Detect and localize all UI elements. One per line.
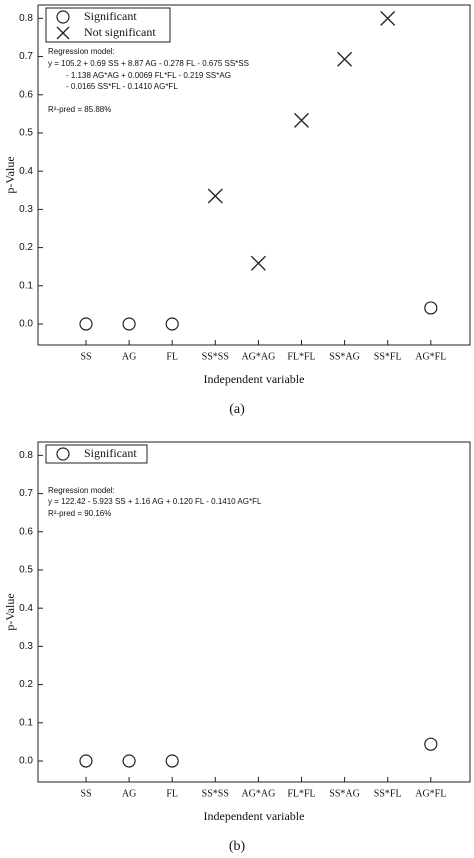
- data-point: [337, 51, 353, 67]
- data-point: [424, 301, 438, 315]
- y-tick-label: 0.2: [19, 679, 33, 690]
- y-tick-label: 0.5: [19, 128, 33, 139]
- y-tick-label: 0.4: [19, 603, 33, 614]
- data-point: [380, 10, 396, 26]
- data-point: [424, 737, 438, 751]
- x-tick-label: AG*FL: [415, 351, 446, 362]
- x-tick-label: AG*AG: [241, 351, 275, 362]
- legend-label: Not significant: [84, 25, 156, 39]
- plot-frame: [37, 4, 471, 346]
- annotation: R²-pred = 90.16%: [48, 509, 111, 518]
- y-tick-label: 0.7: [19, 51, 33, 62]
- legend-box: [45, 444, 148, 464]
- annotation: y = 105.2 + 0.69 SS + 8.87 AG - 0.278 FL…: [48, 59, 249, 68]
- legend-label: Significant: [84, 9, 137, 23]
- x-tick-label: FL: [166, 788, 178, 799]
- annotation: Regression model:: [48, 486, 115, 495]
- x-tick-label: SS: [80, 351, 91, 362]
- x-tick-label: AG: [122, 351, 136, 362]
- legend-marker: [56, 10, 70, 24]
- y-tick-label: 0.0: [19, 319, 33, 330]
- legend-marker: [56, 447, 70, 461]
- y-tick-label: 0.8: [19, 450, 33, 461]
- data-point: [79, 754, 93, 768]
- x-tick-label: SS*FL: [374, 351, 402, 362]
- data-point: [122, 754, 136, 768]
- x-tick-label: SS*AG: [329, 351, 360, 362]
- y-tick-label: 0.1: [19, 717, 33, 728]
- x-tick-label: SS*FL: [374, 788, 402, 799]
- x-tick-label: AG: [122, 788, 136, 799]
- y-tick-label: 0.3: [19, 204, 33, 215]
- x-axis-label: Independent variable: [204, 372, 305, 386]
- y-tick-label: 0.1: [19, 280, 33, 291]
- annotation: - 0.0165 SS*FL - 0.1410 AG*FL: [66, 82, 178, 91]
- x-tick-label: FL*FL: [287, 788, 315, 799]
- plot-frame: [37, 441, 471, 783]
- caption: (a): [229, 402, 245, 417]
- x-tick-label: SS*SS: [202, 788, 229, 799]
- x-tick-label: AG*FL: [415, 788, 446, 799]
- y-tick-label: 0.2: [19, 242, 33, 253]
- x-tick-label: SS*SS: [202, 351, 229, 362]
- y-tick-label: 0.5: [19, 565, 33, 576]
- y-tick-label: 0.4: [19, 166, 33, 177]
- y-tick-label: 0.6: [19, 89, 33, 100]
- x-tick-label: SS*AG: [329, 788, 360, 799]
- y-tick-label: 0.3: [19, 641, 33, 652]
- y-axis-label: p-Value: [3, 593, 17, 630]
- data-point: [122, 317, 136, 331]
- data-point: [294, 112, 309, 128]
- x-tick-label: SS: [80, 788, 91, 799]
- y-tick-label: 0.6: [19, 526, 33, 537]
- y-tick-label: 0.0: [19, 756, 33, 767]
- annotation: y = 122.42 - 5.923 SS + 1.16 AG + 0.120 …: [48, 497, 262, 506]
- caption: (b): [229, 839, 246, 854]
- annotation: R²-pred = 85.88%: [48, 105, 111, 114]
- x-axis-label: Independent variable: [204, 809, 305, 823]
- annotation: - 1.138 AG*AG + 0.0069 FL*FL - 0.219 SS*…: [66, 71, 231, 80]
- data-point: [207, 188, 223, 204]
- data-point: [79, 317, 93, 331]
- data-point: [165, 317, 179, 331]
- y-tick-label: 0.8: [19, 13, 33, 24]
- x-tick-label: FL*FL: [287, 351, 315, 362]
- x-tick-label: AG*AG: [241, 788, 275, 799]
- x-tick-label: FL: [166, 351, 178, 362]
- y-axis-label: p-Value: [3, 156, 17, 193]
- data-point: [250, 255, 266, 271]
- legend-marker: [56, 26, 70, 40]
- legend-label: Significant: [84, 446, 137, 460]
- data-point: [165, 754, 179, 768]
- y-tick-label: 0.7: [19, 488, 33, 499]
- annotation: Regression model:: [48, 47, 115, 56]
